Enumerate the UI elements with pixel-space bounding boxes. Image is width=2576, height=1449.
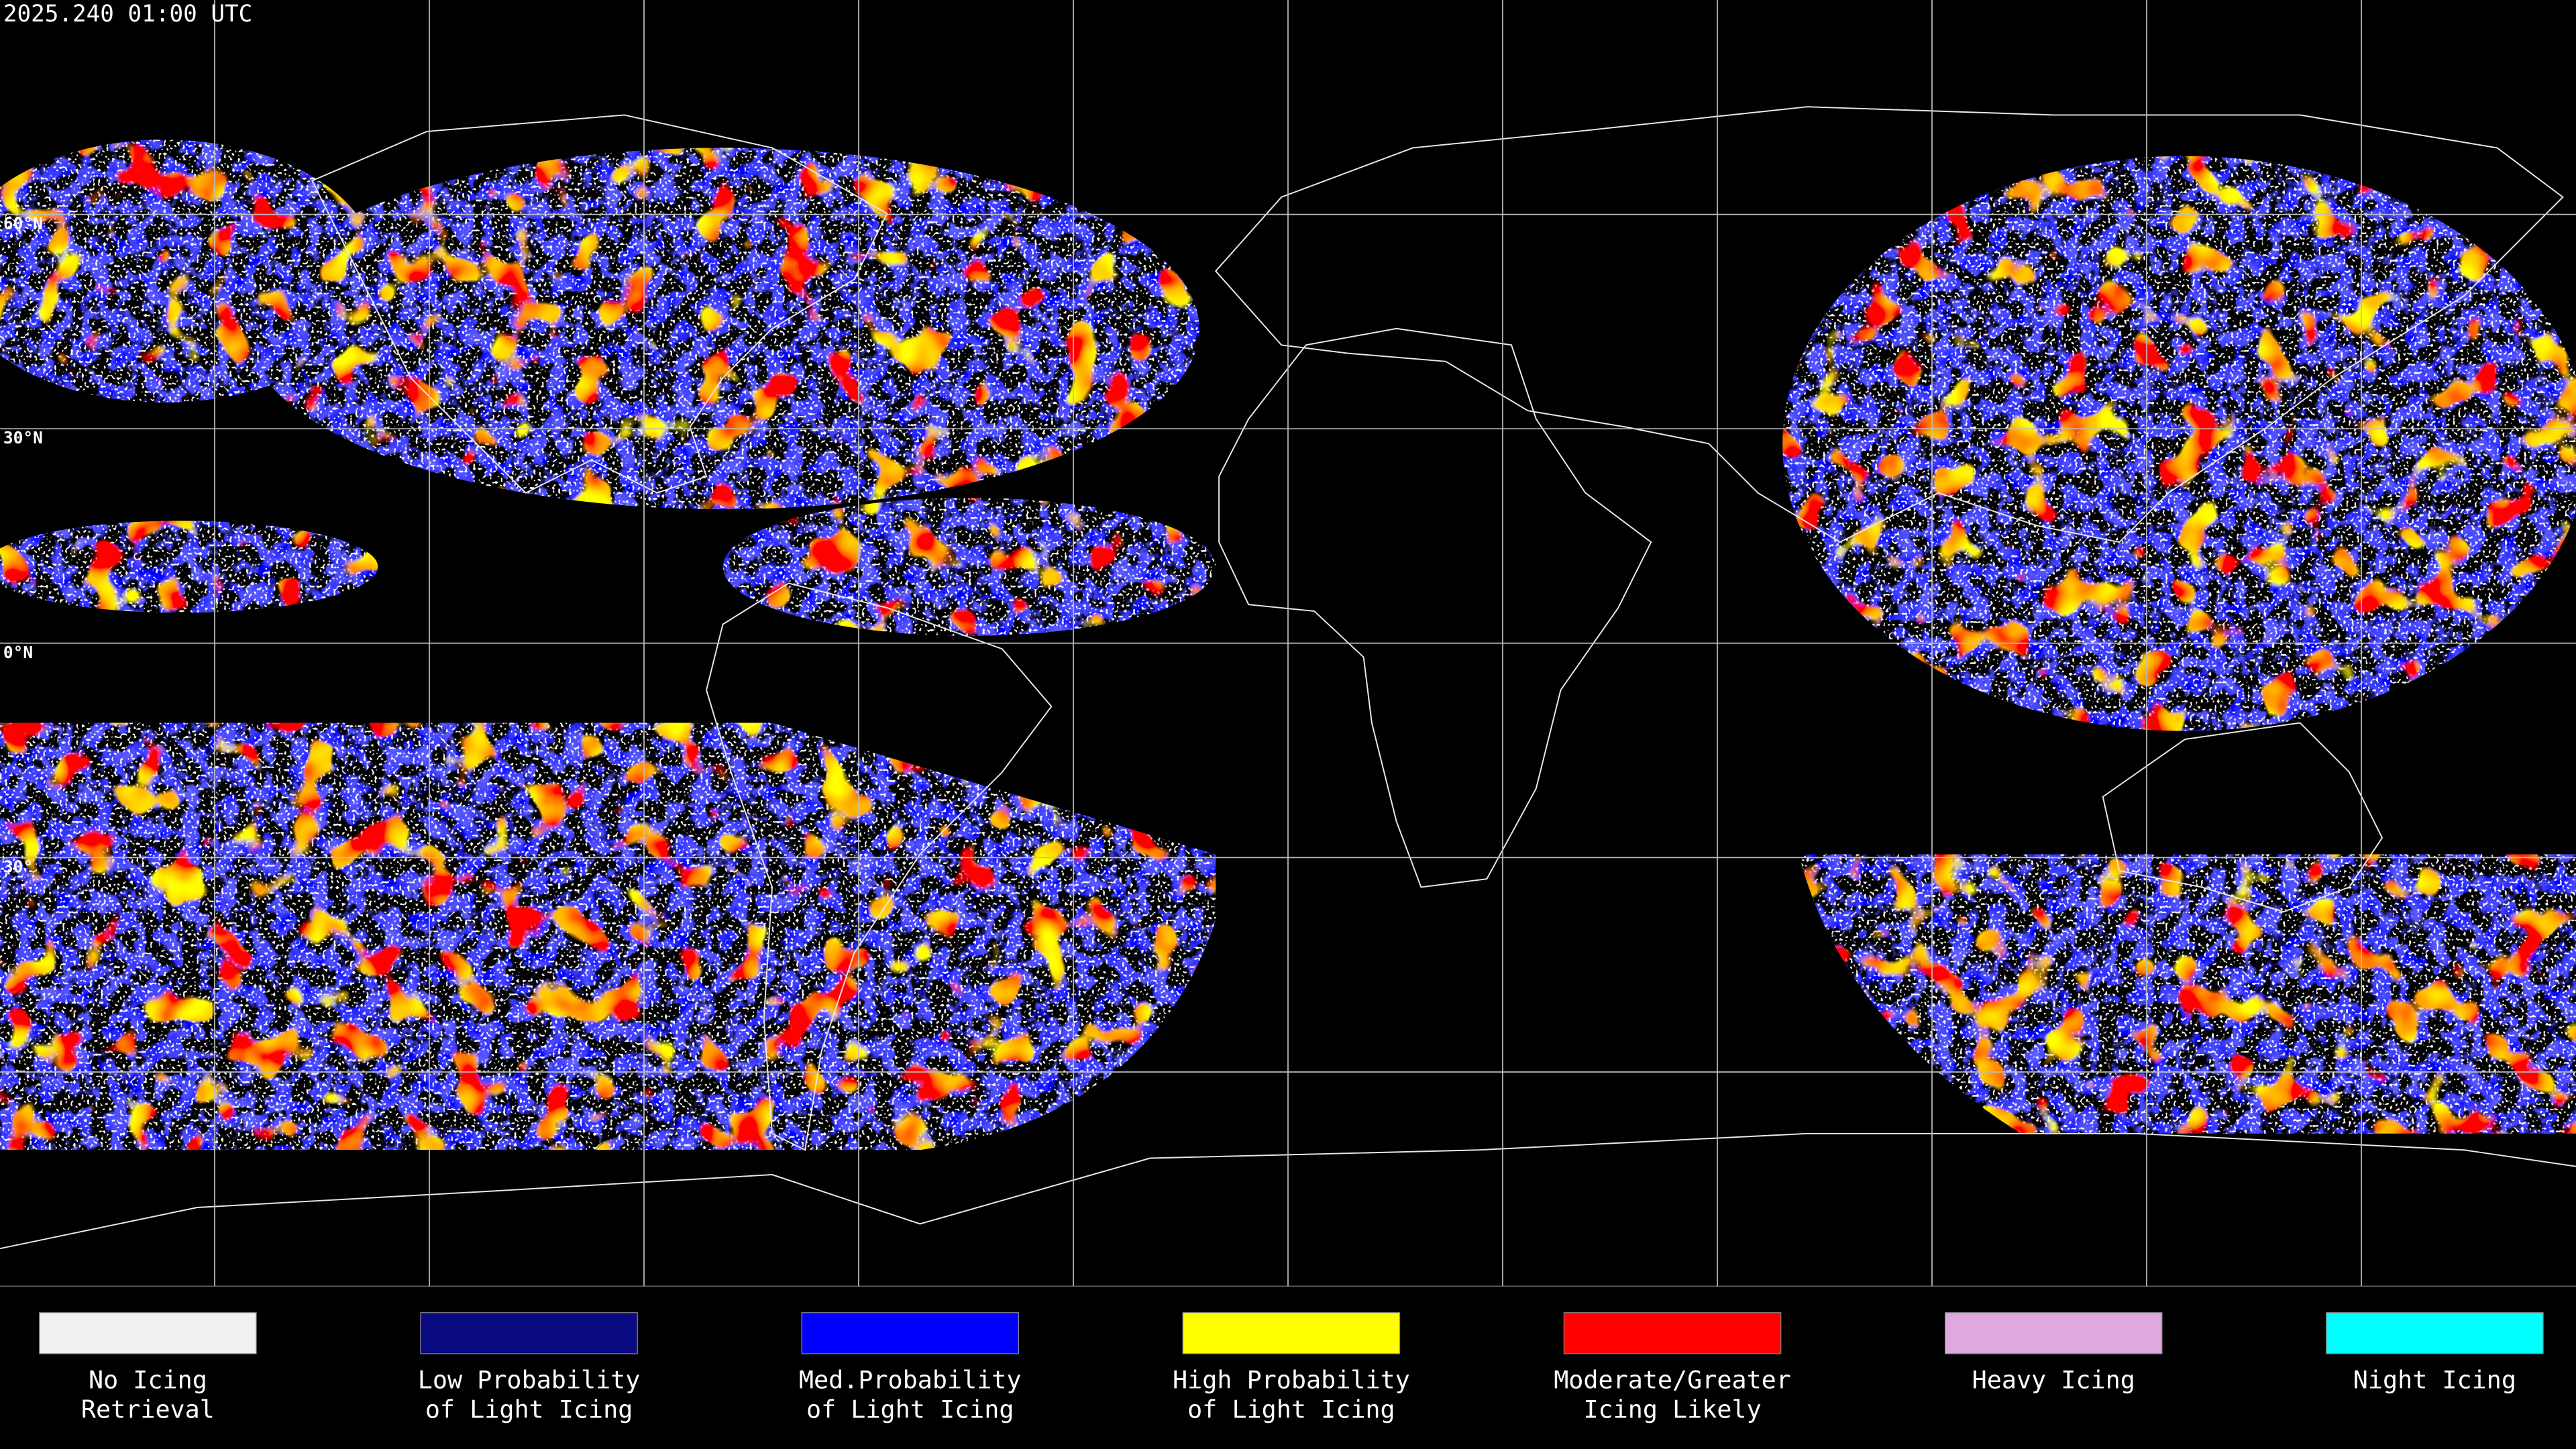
legend-swatch [1944,1312,2163,1354]
legend-swatch [1563,1312,1782,1354]
australia-outline [2102,722,2383,913]
latitude-label: 30° [3,857,33,876]
legend-swatch [2326,1312,2544,1354]
timestamp: 2025.240 01:00 UTC [3,1,252,28]
legend-swatch [801,1312,1019,1354]
legend-label: Icing Likely [1583,1395,1761,1424]
legend-label: Moderate/Greater [1554,1365,1791,1394]
legend-swatch [420,1312,638,1354]
legend-label: Night Icing [2353,1365,2516,1394]
eurasia-outline [1214,106,2564,543]
legend-label: Retrieval [81,1395,215,1424]
legend-label: of Light Icing [425,1395,633,1424]
legend-label: Med.Probability [799,1365,1022,1394]
legend-label: High Probability [1173,1365,1410,1394]
coastlines [0,106,2576,1250]
legend-label: No Icing [89,1365,207,1394]
legend-label: of Light Icing [806,1395,1014,1424]
latitude-labels: 60°N 30°N 0°N 30° [3,214,43,877]
south-america-outline [706,582,1053,1151]
north-america-outline [311,114,888,494]
legend-label: Low Probability [418,1365,641,1394]
antarctica-outline [0,1132,2576,1250]
legend-label: of Light Icing [1187,1395,1395,1424]
latitude-label: 60°N [3,214,43,233]
africa-outline [1218,327,1652,888]
legend-swatch [1182,1312,1401,1354]
legend-swatch [39,1312,257,1354]
latitude-label: 30°N [3,428,43,447]
legend-label: Heavy Icing [1972,1365,2135,1394]
latitude-label: 0°N [3,643,33,662]
